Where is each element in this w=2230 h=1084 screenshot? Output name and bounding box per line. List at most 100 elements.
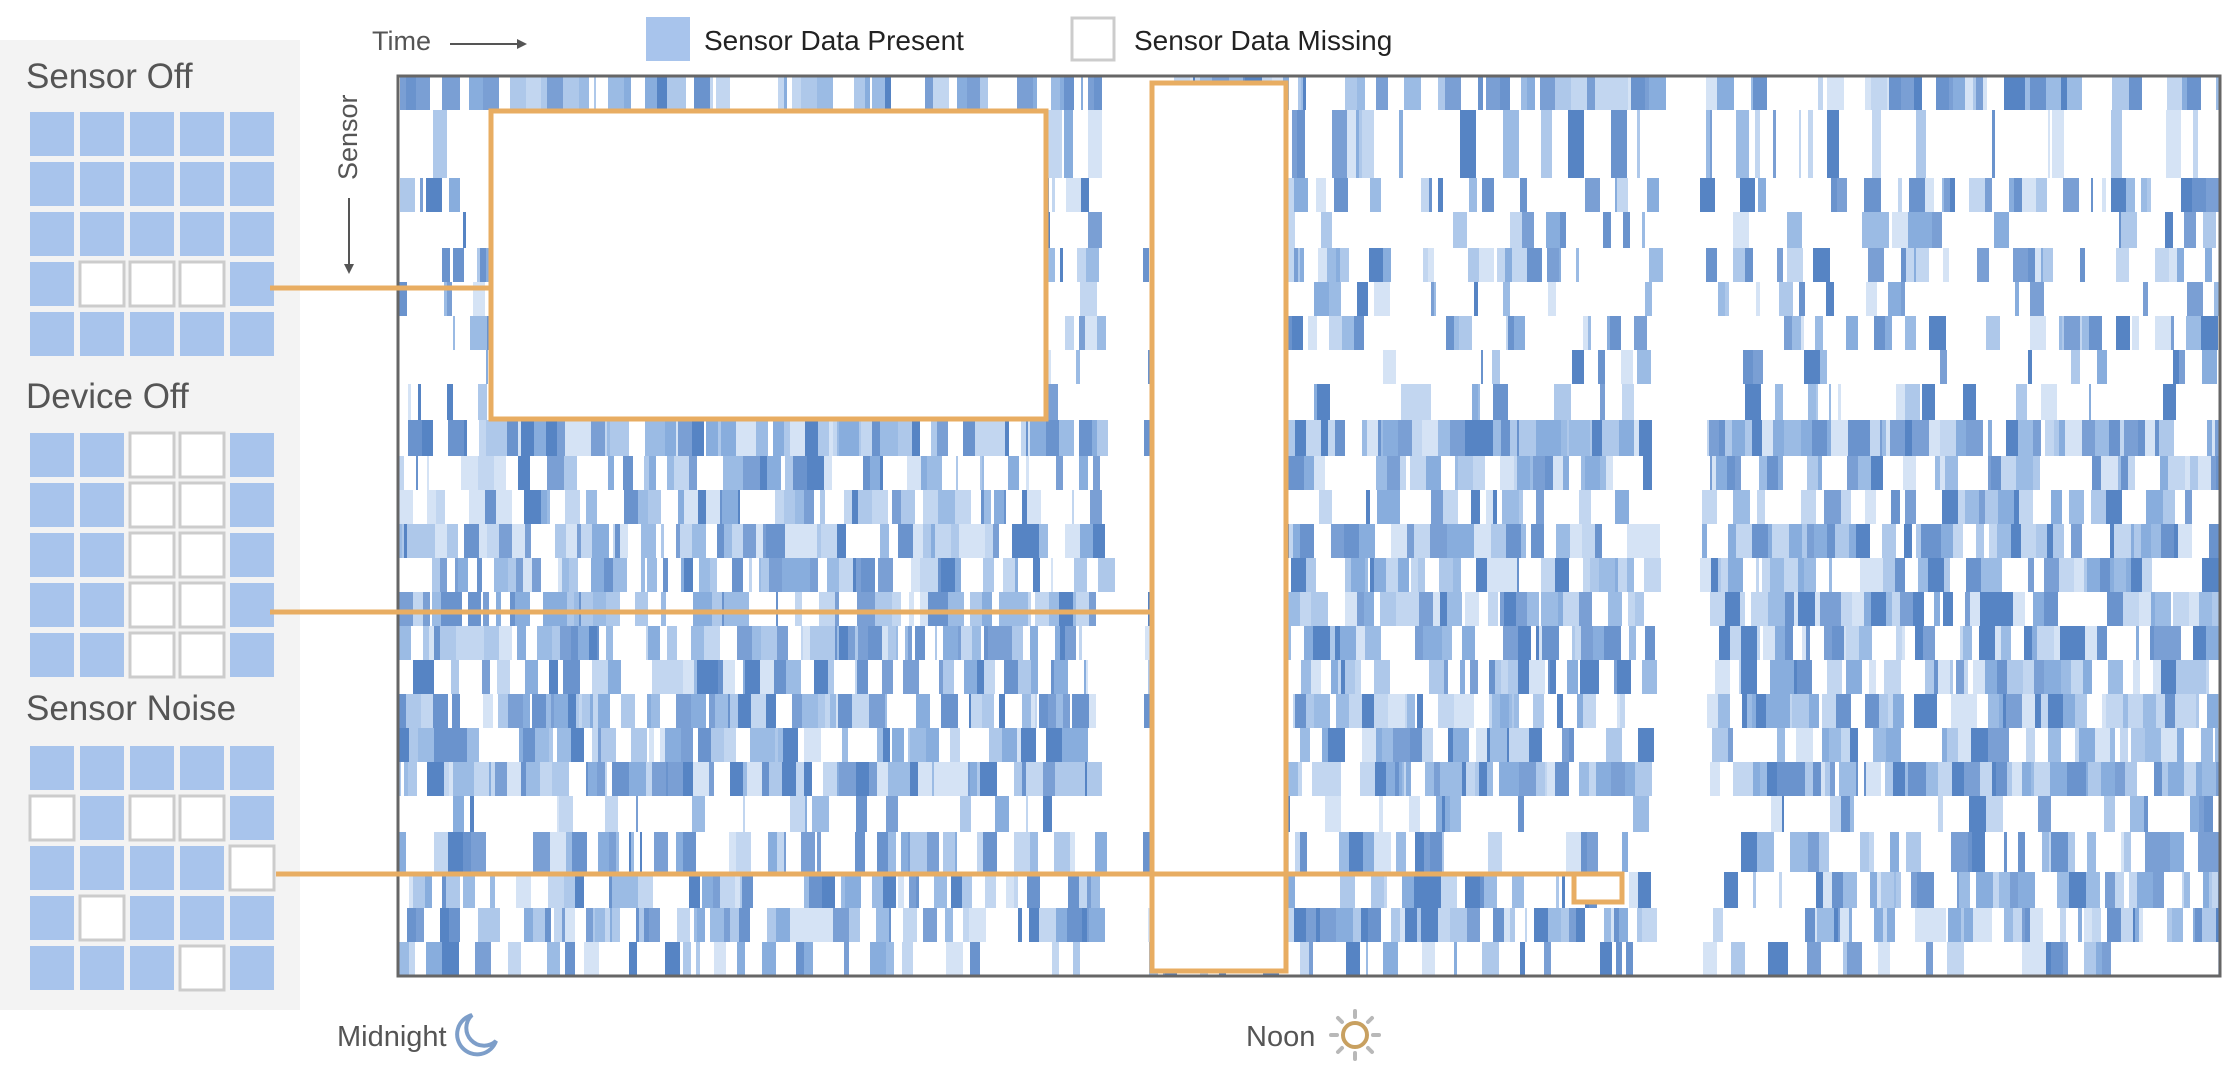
heatmap-segment (1860, 832, 1869, 872)
heatmap-segment (1051, 660, 1054, 694)
heatmap-segment (1381, 420, 1383, 456)
heatmap-segment (1813, 762, 1821, 796)
heatmap-segment (856, 558, 861, 592)
heatmap-segment (1872, 212, 1889, 248)
heatmap-segment (839, 420, 849, 456)
heatmap-segment (1542, 524, 1544, 558)
heatmap-segment (494, 558, 508, 592)
heatmap-segment (1827, 524, 1835, 558)
heatmap-segment (2026, 728, 2035, 762)
heatmap-segment (1976, 76, 1983, 110)
heatmap-segment (2044, 558, 2059, 592)
heatmap-segment (1514, 456, 1517, 490)
heatmap-segment (1711, 558, 1718, 592)
heatmap-segment (1530, 456, 1533, 490)
heatmap-segment (920, 592, 928, 626)
heatmap-segment (1043, 796, 1052, 832)
heatmap-segment (2161, 524, 2174, 558)
heatmap-segment (565, 490, 580, 524)
grid-cell-present (230, 633, 274, 677)
heatmap-segment (1469, 178, 1477, 212)
heatmap-segment (567, 592, 574, 626)
heatmap-segment (1514, 316, 1525, 350)
heatmap-segment (784, 76, 787, 110)
heatmap-segment (523, 728, 535, 762)
heatmap-segment (1633, 796, 1649, 832)
heatmap-segment (2023, 660, 2034, 694)
heatmap-segment (1481, 350, 1483, 384)
heatmap-segment (1562, 872, 1565, 908)
heatmap-segment (883, 872, 896, 908)
heatmap-segment (538, 694, 546, 728)
heatmap-segment (1015, 558, 1018, 592)
heatmap-segment (1311, 592, 1328, 626)
heatmap-segment (1733, 490, 1750, 524)
heatmap-segment (2051, 942, 2063, 976)
time-axis-label: Time (372, 26, 431, 56)
heatmap-segment (1827, 110, 1839, 178)
heatmap-segment (1074, 558, 1087, 592)
heatmap-segment (1733, 212, 1749, 248)
grid-cell-present (230, 796, 274, 840)
heatmap-segment (467, 456, 478, 490)
heatmap-segment (1921, 524, 1932, 558)
grid-cell-present (130, 162, 174, 206)
heatmap-segment (1433, 592, 1440, 626)
heatmap-segment (1595, 76, 1611, 110)
heatmap-segment (1509, 728, 1521, 762)
heatmap-segment (1440, 592, 1447, 626)
heatmap-segment (946, 942, 963, 976)
heatmap-segment (963, 420, 975, 456)
heatmap-segment (742, 872, 753, 908)
grid-cell-present (80, 746, 124, 790)
heatmap-segment (1602, 420, 1619, 456)
heatmap-segment (2061, 660, 2071, 694)
heatmap-segment (933, 76, 949, 110)
heatmap-segment (913, 524, 923, 558)
heatmap-segment (908, 728, 910, 762)
heatmap-segment (2032, 76, 2046, 110)
heatmap-segment (1862, 212, 1872, 248)
device-off-grid (30, 431, 274, 679)
heatmap-segment (1973, 660, 1985, 694)
heatmap-segment (2215, 420, 2220, 456)
grid-cell-present (230, 112, 274, 156)
heatmap-segment (1631, 76, 1645, 110)
heatmap-segment (1080, 282, 1097, 316)
heatmap-segment (841, 872, 845, 908)
heatmap-segment (985, 872, 994, 908)
heatmap-segment (792, 694, 802, 728)
heatmap-segment (1820, 350, 1827, 384)
heatmap-segment (2019, 490, 2033, 524)
heatmap-segment (962, 872, 972, 908)
heatmap-segment (977, 832, 983, 872)
heatmap-segment (1886, 592, 1892, 626)
heatmap-segment (796, 762, 804, 796)
heatmap-segment (1329, 316, 1342, 350)
heatmap-segment (2199, 796, 2204, 832)
heatmap-segment (1725, 282, 1729, 316)
heatmap-segment (818, 420, 829, 456)
heatmap-segment (1474, 282, 1478, 316)
heatmap-segment (2154, 762, 2162, 796)
heatmap-segment (768, 832, 777, 872)
heatmap-segment (1508, 316, 1514, 350)
heatmap-segment (2022, 762, 2031, 796)
heatmap-segment (693, 762, 709, 796)
heatmap-segment (1712, 728, 1718, 762)
heatmap-segment (2067, 76, 2082, 110)
heatmap-segment (1336, 694, 1349, 728)
heatmap-segment (984, 660, 995, 694)
heatmap-segment (2091, 178, 2093, 212)
heatmap-segment (574, 592, 579, 626)
heatmap-segment (1056, 456, 1063, 490)
heatmap-segment (2102, 178, 2106, 212)
heatmap-segment (1445, 796, 1450, 832)
heatmap-segment (1707, 694, 1718, 728)
heatmap-segment (743, 524, 756, 558)
heatmap-segment (1862, 420, 1870, 456)
heatmap-segment (1871, 592, 1886, 626)
heatmap-segment (896, 626, 898, 660)
heatmap-segment (1944, 558, 1950, 592)
heatmap-segment (1316, 178, 1326, 212)
